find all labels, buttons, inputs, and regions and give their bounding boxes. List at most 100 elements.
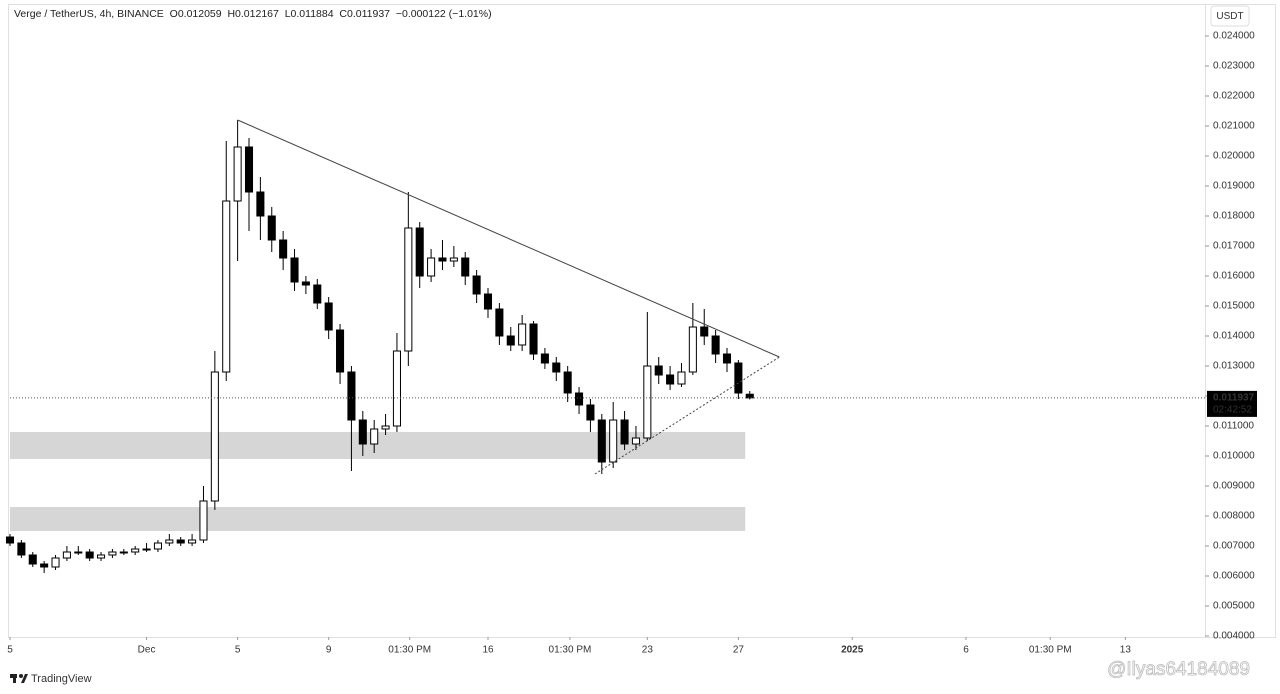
last-price-box (1207, 390, 1257, 417)
ohlc-label: H (227, 8, 236, 20)
x-tick-label: 16 (482, 645, 494, 656)
candle-body (506, 335, 515, 346)
candle-body (529, 323, 538, 355)
candle-body (700, 326, 709, 337)
y-tick-label: 0.004000 (1213, 631, 1255, 642)
candle-body (392, 350, 401, 427)
candle-body (370, 428, 379, 445)
candle-body (745, 393, 754, 399)
y-tick-label: 0.005000 (1213, 601, 1255, 612)
candle-body (472, 275, 481, 295)
y-tick-label: 0.009000 (1213, 481, 1255, 492)
candle-body (336, 329, 345, 373)
x-tick-label: 01:30 PM (549, 645, 592, 656)
y-tick-label: 0.016000 (1213, 271, 1255, 282)
y-tick-label: 0.022000 (1213, 91, 1255, 102)
candle-body (597, 419, 606, 463)
candle-body (495, 308, 504, 337)
candle-body (85, 551, 94, 559)
y-tick-label: 0.021000 (1213, 121, 1255, 132)
drawings (10, 432, 746, 531)
x-tick-label: 01:30 PM (388, 645, 431, 656)
x-tick-label: 2025 (841, 645, 864, 656)
y-tick-label: 0.020000 (1213, 151, 1255, 162)
candle-body (586, 404, 595, 421)
candle-body (17, 542, 26, 556)
candle-body (688, 326, 697, 373)
candle-body (381, 425, 390, 430)
candle-body (563, 371, 572, 394)
candle-body (654, 365, 663, 376)
candle-body (153, 542, 162, 550)
watermark: @Ilyas64184089 (1107, 659, 1250, 680)
candle-body (449, 257, 458, 262)
candle-body (199, 500, 208, 541)
candle-body (256, 191, 265, 217)
ohlc-label: O (169, 8, 178, 20)
candle-body (62, 551, 71, 559)
x-tick-label: 13 (1120, 645, 1132, 656)
candle-body (518, 323, 527, 346)
candle-body (358, 419, 367, 445)
candle-body (483, 293, 493, 310)
y-tick-label: 0.013000 (1213, 361, 1255, 372)
candle-body (131, 548, 140, 553)
symbol-title: Verge / TetherUS, 4h, BINANCE (14, 8, 164, 20)
y-tick-label: 0.017000 (1213, 241, 1255, 252)
candle-body (5, 536, 15, 544)
candle-body (244, 146, 254, 193)
candle-body (74, 551, 83, 554)
candle-body (142, 548, 151, 551)
price-axis (1205, 4, 1276, 638)
candle-body (404, 227, 413, 352)
ohlc-label: L (284, 8, 291, 20)
candle-body (97, 554, 106, 559)
x-tick-label: 9 (326, 645, 332, 656)
candle-body (313, 284, 322, 304)
trendline (594, 356, 780, 475)
candle-body (210, 371, 219, 502)
candle-body (347, 371, 356, 421)
candle-body (415, 227, 424, 277)
candle-body (324, 302, 333, 331)
currency-button[interactable] (1210, 5, 1250, 27)
y-tick-label: 0.015000 (1213, 301, 1255, 312)
candle-body (290, 257, 299, 283)
x-tick-label: 27 (733, 645, 745, 656)
candle-body (540, 353, 549, 364)
candle-body (119, 551, 128, 554)
x-tick-label: 5 (7, 645, 13, 656)
y-tick-label: 0.014000 (1213, 331, 1255, 342)
candle-body (666, 374, 675, 385)
candle-body (552, 362, 561, 373)
x-tick-label: 23 (642, 645, 654, 656)
countdown: 02:42:52 (1213, 405, 1252, 416)
candle-body (279, 239, 288, 259)
candle-body (176, 539, 185, 544)
ohlc-value: 0.012167 (235, 8, 279, 20)
ohlc-value: 0.012059 (177, 8, 222, 20)
candle-body (722, 353, 732, 364)
plot-frame (8, 4, 1206, 638)
brand: TradingView (31, 673, 92, 685)
candle-body (620, 419, 629, 445)
candle-body (575, 392, 584, 406)
y-tick-label: 0.007000 (1213, 541, 1255, 552)
candle-body (427, 257, 436, 277)
candle-body (711, 335, 720, 355)
trendline (237, 119, 780, 358)
candle-body (643, 365, 652, 439)
candle-body (267, 215, 276, 241)
y-tick-label: 0.011000 (1213, 421, 1254, 432)
candle-body (28, 554, 37, 565)
y-tick-label: 0.008000 (1213, 511, 1255, 522)
ohlc-label: C (339, 8, 347, 20)
candle-body (734, 362, 743, 394)
candle-body (40, 563, 49, 568)
candle-body (165, 539, 174, 544)
change: −0.000122 (−1.01%) (395, 8, 492, 20)
ohlc-value: 0.011937 (346, 8, 390, 20)
candle-body (631, 437, 640, 445)
